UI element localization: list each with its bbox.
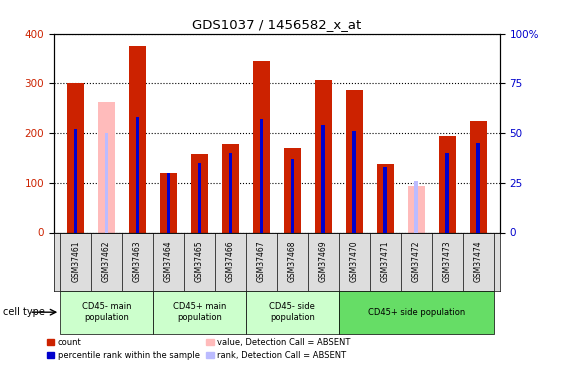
Bar <box>377 164 394 232</box>
Text: GSM37468: GSM37468 <box>288 241 297 282</box>
Text: GSM37469: GSM37469 <box>319 241 328 282</box>
Bar <box>253 61 270 232</box>
Text: GSM37464: GSM37464 <box>164 241 173 282</box>
Bar <box>445 153 449 232</box>
Text: GSM37466: GSM37466 <box>226 241 235 282</box>
Bar <box>166 173 170 232</box>
Bar <box>98 102 115 232</box>
Bar <box>477 143 480 232</box>
Bar <box>346 90 363 232</box>
Text: CD45+ side population: CD45+ side population <box>367 308 465 316</box>
Bar <box>438 136 456 232</box>
Bar <box>74 129 77 232</box>
Bar <box>415 181 418 232</box>
Text: CD45- main
population: CD45- main population <box>82 303 131 322</box>
Text: CD45+ main
population: CD45+ main population <box>173 303 226 322</box>
Bar <box>290 159 294 232</box>
Bar <box>284 148 301 232</box>
Text: cell type: cell type <box>3 307 45 317</box>
Bar <box>470 121 487 232</box>
Text: GSM37470: GSM37470 <box>350 241 359 282</box>
Text: GSM37462: GSM37462 <box>102 241 111 282</box>
Text: CD45- side
population: CD45- side population <box>269 303 315 322</box>
Bar <box>160 173 177 232</box>
Text: GSM37472: GSM37472 <box>412 241 421 282</box>
Bar <box>353 131 356 232</box>
Bar <box>105 133 108 232</box>
Bar <box>136 117 139 232</box>
Bar <box>222 144 239 232</box>
Bar <box>321 125 325 232</box>
Bar <box>228 153 232 232</box>
Text: GSM37461: GSM37461 <box>71 241 80 282</box>
Bar <box>198 163 201 232</box>
Text: GSM37463: GSM37463 <box>133 241 142 282</box>
Bar <box>246 291 339 334</box>
Bar <box>129 46 146 232</box>
Bar <box>260 119 264 232</box>
Bar <box>191 154 208 232</box>
Text: GSM37465: GSM37465 <box>195 241 204 282</box>
Bar <box>60 291 153 334</box>
Text: GSM37467: GSM37467 <box>257 241 266 282</box>
Bar <box>315 80 332 232</box>
Text: GSM37473: GSM37473 <box>442 241 452 282</box>
Text: GSM37471: GSM37471 <box>381 241 390 282</box>
Legend: count, percentile rank within the sample, value, Detection Call = ABSENT, rank, : count, percentile rank within the sample… <box>47 338 350 360</box>
Bar <box>339 291 494 334</box>
Title: GDS1037 / 1456582_x_at: GDS1037 / 1456582_x_at <box>193 18 361 31</box>
Bar <box>383 167 387 232</box>
Text: GSM37474: GSM37474 <box>474 241 483 282</box>
Bar <box>408 186 425 232</box>
Bar <box>67 84 84 232</box>
Bar <box>153 291 246 334</box>
